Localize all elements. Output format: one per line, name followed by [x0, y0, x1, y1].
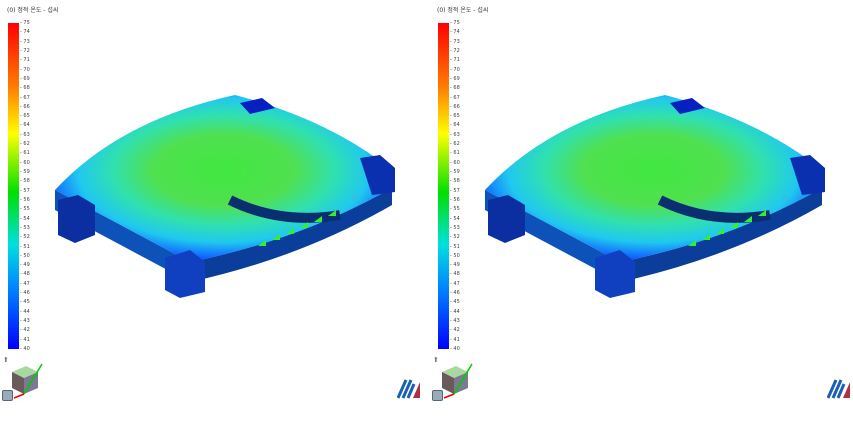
- legend-tick: 44: [20, 309, 29, 315]
- home-view-icon[interactable]: [432, 390, 443, 401]
- legend-tick: 41: [20, 337, 29, 343]
- viewport-left[interactable]: (0) 정적 온도 - 섭씨 75 74 73 72 71 70 69 68 67 66 65 64 6…: [0, 0, 426, 425]
- legend-tick: 42: [20, 327, 29, 333]
- legend-tick: 43: [20, 318, 29, 324]
- legend-title: (0) 정적 온도 - 섭씨: [437, 7, 489, 14]
- legend-tick: 66: [450, 104, 459, 110]
- legend-tick: 73: [450, 39, 459, 45]
- legend-tick: 67: [20, 95, 29, 101]
- legend-tick: 45: [450, 299, 459, 305]
- viewport-right[interactable]: (0) 정적 온도 - 섭씨 75 74 73 72 71 70 69 68 67 66 65 64 6…: [430, 0, 853, 425]
- legend-tick: 60: [450, 160, 459, 166]
- view-cube-icon[interactable]: [438, 360, 478, 400]
- legend-tick: 68: [20, 85, 29, 91]
- legend-tick: 52: [450, 234, 459, 240]
- legend-tick: 56: [450, 197, 459, 203]
- legend-tick: 71: [20, 57, 29, 63]
- legend-tick: 64: [450, 122, 459, 128]
- view-cube-icon[interactable]: [8, 360, 48, 400]
- legend-tick: 40: [450, 346, 459, 352]
- legend-tick: 69: [20, 76, 29, 82]
- legend-title: (0) 정적 온도 - 섭씨: [7, 7, 59, 14]
- legend-tick: 48: [450, 271, 459, 277]
- legend-ticks: 75 74 73 72 71 70 69 68 67 66 65 64 63 62 61 60 59 58 57 56…: [450, 20, 459, 352]
- legend-tick: 54: [20, 216, 29, 222]
- legend-tick: 70: [20, 67, 29, 73]
- legend-tick: 61: [450, 150, 459, 156]
- legend-tick: 46: [20, 290, 29, 296]
- legend-tick: 51: [450, 244, 459, 250]
- legend-tick: 74: [20, 29, 29, 35]
- legend-tick: 47: [450, 281, 459, 287]
- brand-logo-icon: [397, 379, 420, 399]
- legend-tick: 51: [20, 244, 29, 250]
- legend-tick: 68: [450, 85, 459, 91]
- legend-tick: 73: [20, 39, 29, 45]
- legend-tick: 49: [20, 262, 29, 268]
- legend-tick: 58: [20, 178, 29, 184]
- legend-tick: 54: [450, 216, 459, 222]
- legend-tick: 48: [20, 271, 29, 277]
- pin-icon[interactable]: ⬆: [433, 356, 439, 364]
- legend-tick: 74: [450, 29, 459, 35]
- legend-tick: 43: [450, 318, 459, 324]
- brand-logo-icon: [827, 379, 850, 399]
- legend-tick: 62: [450, 141, 459, 147]
- legend-tick: 63: [20, 132, 29, 138]
- legend-tick: 58: [450, 178, 459, 184]
- legend-tick: 49: [450, 262, 459, 268]
- legend-tick: 66: [20, 104, 29, 110]
- color-legend-bar: [8, 23, 19, 349]
- legend-tick: 72: [20, 48, 29, 54]
- legend-tick: 57: [20, 188, 29, 194]
- legend-tick: 61: [20, 150, 29, 156]
- legend-tick: 70: [450, 67, 459, 73]
- legend-tick: 50: [450, 253, 459, 259]
- legend-tick: 53: [450, 225, 459, 231]
- legend-tick: 64: [20, 122, 29, 128]
- legend-tick: 47: [20, 281, 29, 287]
- legend-tick: 40: [20, 346, 29, 352]
- legend-tick: 55: [450, 206, 459, 212]
- legend-tick: 57: [450, 188, 459, 194]
- legend-ticks: 75 74 73 72 71 70 69 68 67 66 65 64 63 62 61 60 59 58 57 56…: [20, 20, 29, 352]
- legend-tick: 63: [450, 132, 459, 138]
- legend-tick: 53: [20, 225, 29, 231]
- color-legend-bar: [438, 23, 449, 349]
- pin-icon[interactable]: ⬆: [3, 356, 9, 364]
- legend-tick: 69: [450, 76, 459, 82]
- legend-tick: 72: [450, 48, 459, 54]
- thermal-model[interactable]: [0, 0, 426, 425]
- legend-tick: 45: [20, 299, 29, 305]
- legend-tick: 59: [20, 169, 29, 175]
- legend-tick: 42: [450, 327, 459, 333]
- legend-tick: 67: [450, 95, 459, 101]
- legend-tick: 59: [450, 169, 459, 175]
- legend-tick: 60: [20, 160, 29, 166]
- legend-tick: 75: [450, 20, 459, 26]
- legend-tick: 52: [20, 234, 29, 240]
- legend-tick: 56: [20, 197, 29, 203]
- legend-tick: 62: [20, 141, 29, 147]
- legend-tick: 46: [450, 290, 459, 296]
- legend-tick: 65: [20, 113, 29, 119]
- home-view-icon[interactable]: [2, 390, 13, 401]
- legend-tick: 75: [20, 20, 29, 26]
- thermal-model[interactable]: [430, 0, 853, 425]
- legend-tick: 41: [450, 337, 459, 343]
- legend-tick: 71: [450, 57, 459, 63]
- legend-tick: 55: [20, 206, 29, 212]
- legend-tick: 50: [20, 253, 29, 259]
- legend-tick: 44: [450, 309, 459, 315]
- legend-tick: 65: [450, 113, 459, 119]
